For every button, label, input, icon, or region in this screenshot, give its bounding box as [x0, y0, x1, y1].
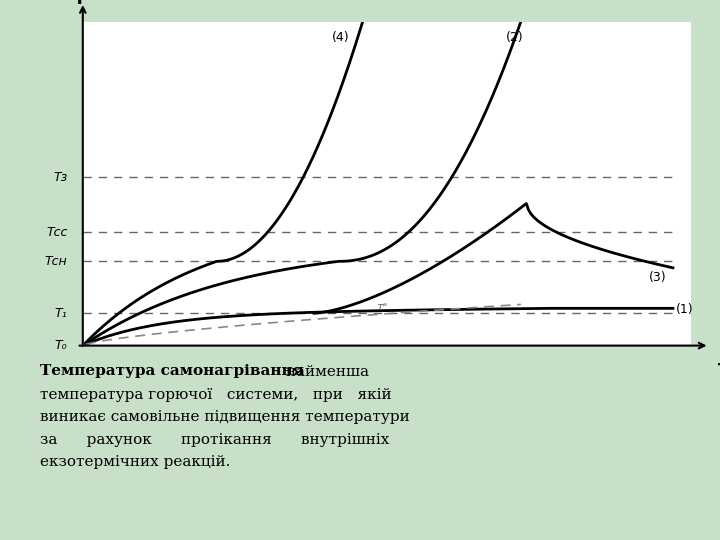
Text: екзотермічних реакцій.: екзотермічних реакцій.: [40, 455, 230, 469]
Text: виникає самовільне підвищення температури: виникає самовільне підвищення температур…: [40, 410, 410, 424]
Text: Температура самонагрівання: Температура самонагрівання: [40, 364, 303, 379]
Text: - найменша: - найменша: [271, 364, 369, 379]
Text: (2): (2): [505, 31, 523, 44]
Text: T₀: T₀: [55, 339, 68, 352]
Text: (3): (3): [649, 271, 666, 284]
Text: Tсн: Tсн: [45, 255, 68, 268]
Text: (4): (4): [332, 31, 350, 44]
Text: Tсс: Tсс: [46, 226, 68, 239]
Text: Tз: Tз: [53, 171, 68, 184]
Text: температура горючої   системи,   при   якій: температура горючої системи, при якій: [40, 388, 391, 402]
Text: (1): (1): [676, 303, 693, 316]
Text: за      рахунок      протікання      внутрішніх: за рахунок протікання внутрішніх: [40, 433, 389, 447]
Text: T: T: [74, 0, 86, 8]
Text: T₁: T₁: [55, 307, 68, 320]
Text: τᵃ: τᵃ: [376, 302, 387, 312]
Text: τ: τ: [716, 359, 720, 377]
